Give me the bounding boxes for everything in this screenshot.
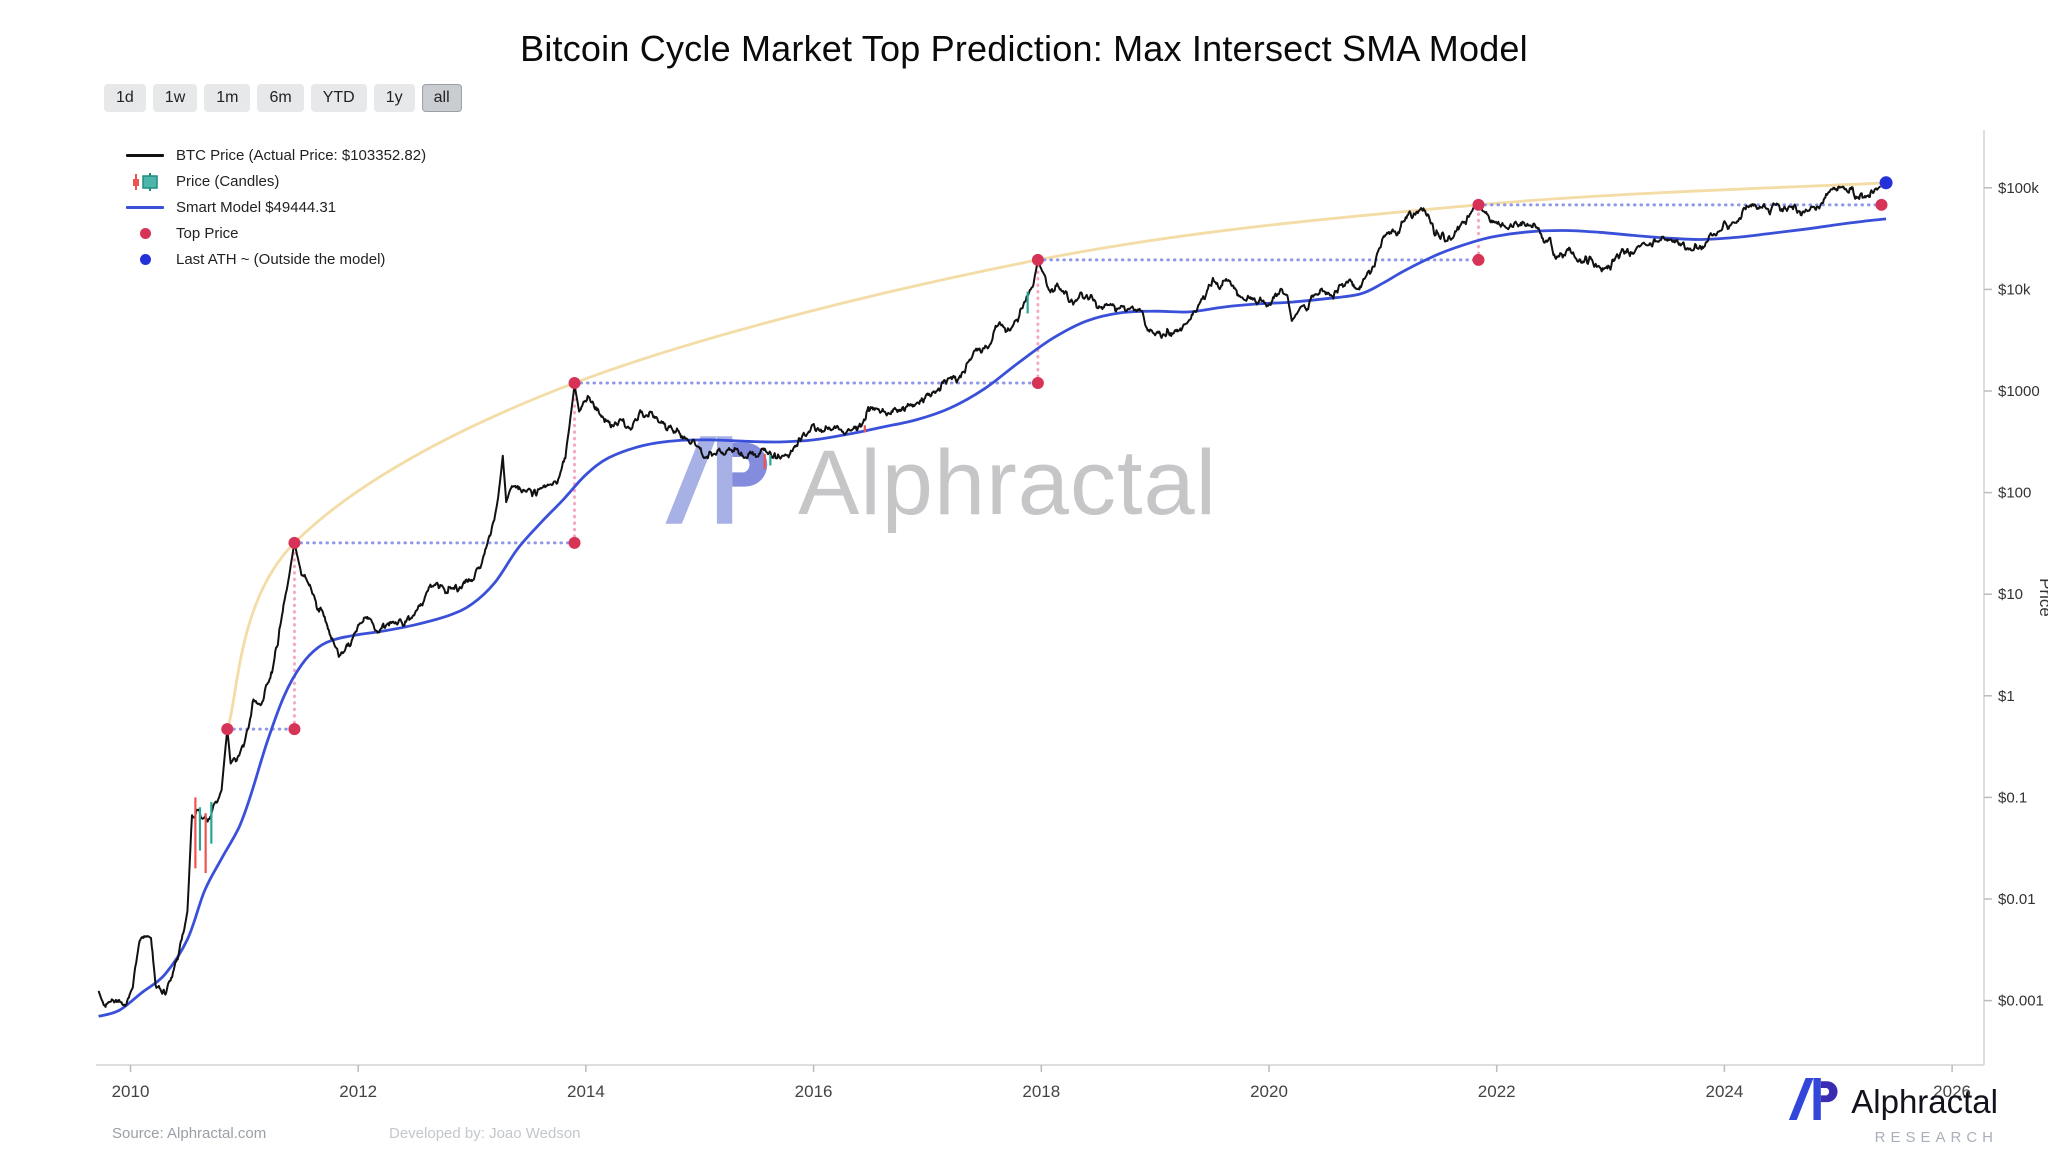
price-line — [97, 185, 1882, 1008]
y-tick-label: $0.001 — [1998, 993, 2044, 1010]
chart-legend: BTC Price (Actual Price: $103352.82) Pric… — [126, 146, 426, 269]
legend-item-1[interactable]: Price (Candles) — [126, 172, 426, 191]
legend-item-0[interactable]: BTC Price (Actual Price: $103352.82) — [126, 146, 426, 165]
y-tick-label: $100 — [1998, 485, 2031, 502]
envelope-line — [225, 181, 1887, 730]
legend-dot-swatch — [126, 228, 164, 239]
range-button-all[interactable]: all — [421, 84, 462, 112]
x-tick-label: 2024 — [1705, 1082, 1743, 1101]
top-price-dot — [1472, 198, 1485, 211]
y-tick-label: $0.01 — [1998, 891, 2036, 908]
top-price-dot — [568, 536, 581, 549]
x-tick-label: 2020 — [1250, 1082, 1288, 1101]
range-button-1m[interactable]: 1m — [204, 84, 251, 112]
y-axis-title: Price — [2036, 578, 2048, 617]
legend-dot-swatch — [126, 254, 164, 265]
top-price-dot — [1472, 253, 1485, 266]
legend-label: BTC Price (Actual Price: $103352.82) — [176, 147, 427, 164]
range-button-1d[interactable]: 1d — [104, 84, 146, 112]
legend-candle-swatch — [126, 172, 164, 192]
range-selector: 1d 1w 1m 6m YTD 1y all — [104, 84, 462, 112]
legend-label: Top Price — [176, 225, 239, 242]
range-button-6m[interactable]: 6m — [257, 84, 304, 112]
top-price-dot — [288, 536, 301, 549]
legend-label: Last ATH ~ (Outside the model) — [176, 251, 386, 268]
legend-item-3[interactable]: Top Price — [126, 224, 426, 243]
x-tick-label: 2016 — [795, 1082, 833, 1101]
y-tick-label: $1000 — [1998, 383, 2040, 400]
top-price-dot — [221, 723, 234, 736]
legend-line-swatch — [126, 206, 164, 209]
last-ath-dot — [1879, 176, 1893, 190]
y-tick-label: $100k — [1998, 180, 2039, 197]
x-tick-label: 2012 — [339, 1082, 377, 1101]
top-price-dot — [1031, 376, 1044, 389]
ap-logo-icon — [1787, 1077, 1841, 1126]
y-tick-label: $10k — [1998, 281, 2031, 298]
x-tick-label: 2022 — [1478, 1082, 1516, 1101]
x-tick-label: 2018 — [1022, 1082, 1060, 1101]
top-price-dot — [288, 723, 301, 736]
brand-block: Alphractal RESEARCH — [1787, 1077, 1998, 1146]
footer-source: Source: Alphractal.com — [112, 1125, 267, 1142]
legend-item-4[interactable]: Last ATH ~ (Outside the model) — [126, 250, 426, 269]
top-price-dot — [1875, 198, 1888, 211]
brand-name: Alphractal — [1851, 1083, 1998, 1120]
footer-developer: Developed by: Joao Wedson — [389, 1125, 581, 1142]
x-tick-label: 2010 — [112, 1082, 150, 1101]
y-tick-label: $1 — [1998, 688, 2015, 705]
x-tick-label: 2026 — [1933, 1082, 1971, 1101]
x-tick-label: 2014 — [567, 1082, 605, 1101]
top-price-dot — [1031, 253, 1044, 266]
legend-label: Smart Model $49444.31 — [176, 199, 337, 216]
y-tick-label: $0.1 — [1998, 789, 2027, 806]
range-button-1w[interactable]: 1w — [152, 84, 198, 112]
legend-line-swatch — [126, 154, 164, 157]
legend-item-2[interactable]: Smart Model $49444.31 — [126, 198, 426, 217]
range-button-1y[interactable]: 1y — [373, 84, 415, 112]
brand-subtext: RESEARCH — [1874, 1129, 1998, 1146]
top-price-dot — [568, 376, 581, 389]
legend-label: Price (Candles) — [176, 173, 280, 190]
chart-title: Bitcoin Cycle Market Top Prediction: Max… — [520, 28, 1528, 69]
range-button-YTD[interactable]: YTD — [310, 84, 367, 112]
y-tick-label: $10 — [1998, 586, 2023, 603]
